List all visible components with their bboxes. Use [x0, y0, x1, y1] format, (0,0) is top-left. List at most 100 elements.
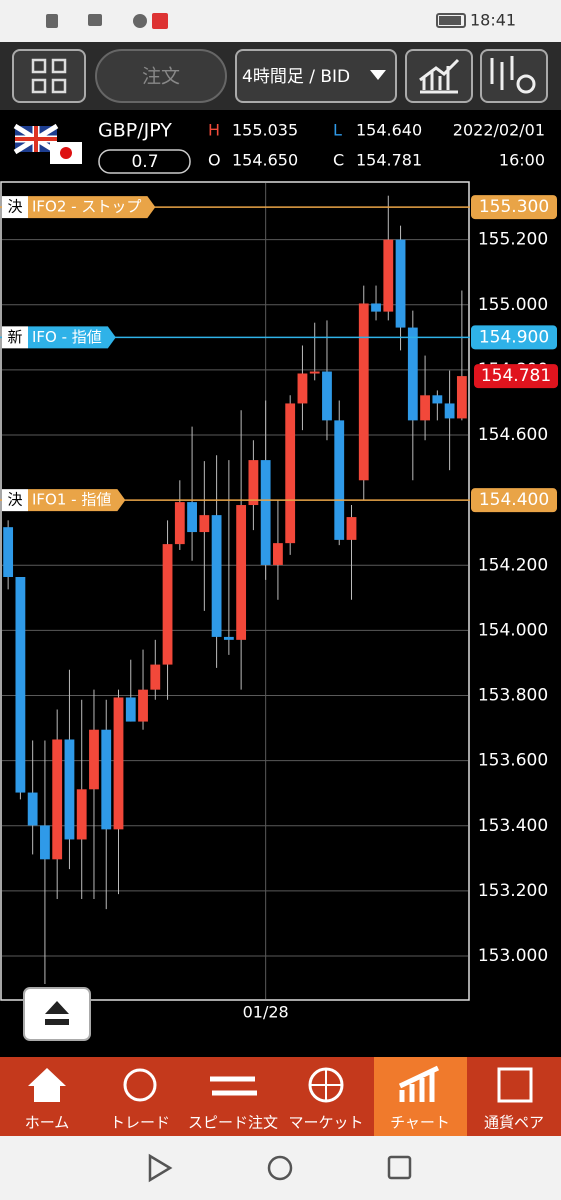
candle-body: [334, 420, 345, 540]
menu-button[interactable]: [12, 49, 86, 103]
candle-body: [420, 395, 430, 421]
quote-time: 16:00: [499, 151, 545, 170]
close-value: 154.781: [356, 151, 422, 170]
candle-body: [285, 403, 296, 544]
nav-label[interactable]: トレード: [110, 1114, 170, 1132]
y-tick-label: 154.600: [478, 425, 548, 445]
nav-label[interactable]: マーケット: [288, 1114, 363, 1132]
candle-body: [64, 739, 75, 840]
timeframe-select[interactable]: [235, 49, 397, 103]
dropdown-arrow: [370, 70, 386, 80]
order-label: 注文: [142, 66, 180, 88]
order-tag-box: [2, 326, 28, 349]
candle-body: [150, 664, 161, 690]
y-tick-label: 153.800: [478, 686, 548, 706]
status-time: 18:41: [470, 11, 516, 30]
nav-labels: ホーム トレード スピード注文 マーケット チャート 通貨ペア: [25, 1114, 544, 1132]
recents-button[interactable]: [387, 1155, 412, 1180]
candle-body: [248, 460, 259, 506]
spread-box: [98, 149, 191, 174]
home-button[interactable]: [267, 1155, 293, 1181]
timeframe-label: 4時間足 / BID: [242, 67, 350, 87]
order-price-box: [471, 325, 557, 350]
high-value: 155.035: [232, 121, 298, 140]
candle-body: [52, 739, 63, 860]
candle-body: [101, 729, 112, 830]
spread: 0.7: [131, 152, 158, 172]
order-tag: 決: [7, 491, 22, 509]
order-price: 155.300: [479, 197, 549, 217]
nav-label[interactable]: スピード注文: [188, 1114, 278, 1132]
order-tag: 決: [7, 198, 22, 216]
candle-body: [211, 515, 222, 637]
candle-body: [40, 825, 50, 860]
order-button[interactable]: [95, 49, 227, 103]
nav-label[interactable]: チャート: [390, 1114, 450, 1132]
current-price: 154.781: [481, 366, 551, 386]
nav-label[interactable]: ホーム: [25, 1114, 70, 1132]
order-name: IFO2 - ストップ: [32, 198, 141, 216]
candle-body: [395, 239, 406, 328]
candle-body: [273, 543, 283, 565]
candle-body: [456, 376, 467, 419]
candle-body: [371, 303, 381, 312]
candle-body: [125, 697, 136, 722]
pair: GBP/JPY: [98, 120, 172, 142]
candle-body: [297, 373, 308, 404]
system-nav: [0, 1136, 561, 1200]
order-price: 154.400: [479, 490, 549, 510]
candle-body: [162, 544, 173, 665]
candle-body: [309, 371, 320, 374]
order-tag-box: [2, 196, 28, 219]
flag-jp: [50, 142, 82, 164]
candle-body: [138, 689, 148, 722]
order-name-box: [28, 489, 126, 512]
plot-frame: [0, 181, 470, 1001]
candle-body: [432, 395, 443, 404]
candle-body: [260, 460, 271, 565]
order-tag: 新: [7, 328, 22, 346]
y-tick-label: 154.200: [478, 555, 548, 575]
order-name-box: [28, 196, 156, 219]
candle-body: [236, 505, 247, 640]
nav-label[interactable]: 通貨ペア: [484, 1114, 544, 1132]
candle-body: [199, 515, 210, 533]
y-tick-label: 154.000: [478, 620, 548, 640]
candle-body: [3, 527, 14, 577]
close-label: C: [333, 151, 344, 170]
y-tick-label: 155.200: [478, 230, 548, 250]
candle-body: [27, 792, 38, 826]
back-button[interactable]: [148, 1153, 173, 1183]
quote-date: 2022/02/01: [453, 121, 545, 140]
indicator-icon: [419, 58, 460, 94]
y-tick-label: 153.600: [478, 751, 548, 771]
candle-body: [444, 403, 455, 419]
order-price-box: [471, 195, 557, 220]
menu-icon: [31, 58, 67, 94]
candle-body: [15, 576, 26, 793]
x-tick-label: 01/28: [243, 1003, 289, 1022]
y-tick-label: 153.200: [478, 881, 548, 901]
order-name-box: [28, 326, 116, 349]
candle-body: [407, 327, 418, 421]
candle-body: [383, 239, 394, 312]
low-label: L: [333, 121, 342, 140]
order-tag-box: [2, 489, 28, 512]
order-price: 154.900: [479, 327, 549, 347]
candle-body: [174, 502, 185, 545]
low-value: 154.640: [356, 121, 422, 140]
candle-body: [223, 636, 234, 640]
y-tick-label: 155.000: [478, 295, 548, 315]
open-value: 154.650: [232, 151, 298, 170]
bottom-nav: [0, 1057, 561, 1136]
candle-body: [346, 517, 357, 540]
candle-body: [187, 502, 197, 533]
candle-body: [322, 371, 332, 421]
nav-icons: [28, 1065, 533, 1103]
current-price-box: [474, 364, 558, 389]
settings-icon: [490, 56, 536, 94]
flag-uk: [13, 123, 59, 155]
y-tick-label: 153.000: [478, 946, 548, 966]
order-price-box: [471, 488, 557, 513]
